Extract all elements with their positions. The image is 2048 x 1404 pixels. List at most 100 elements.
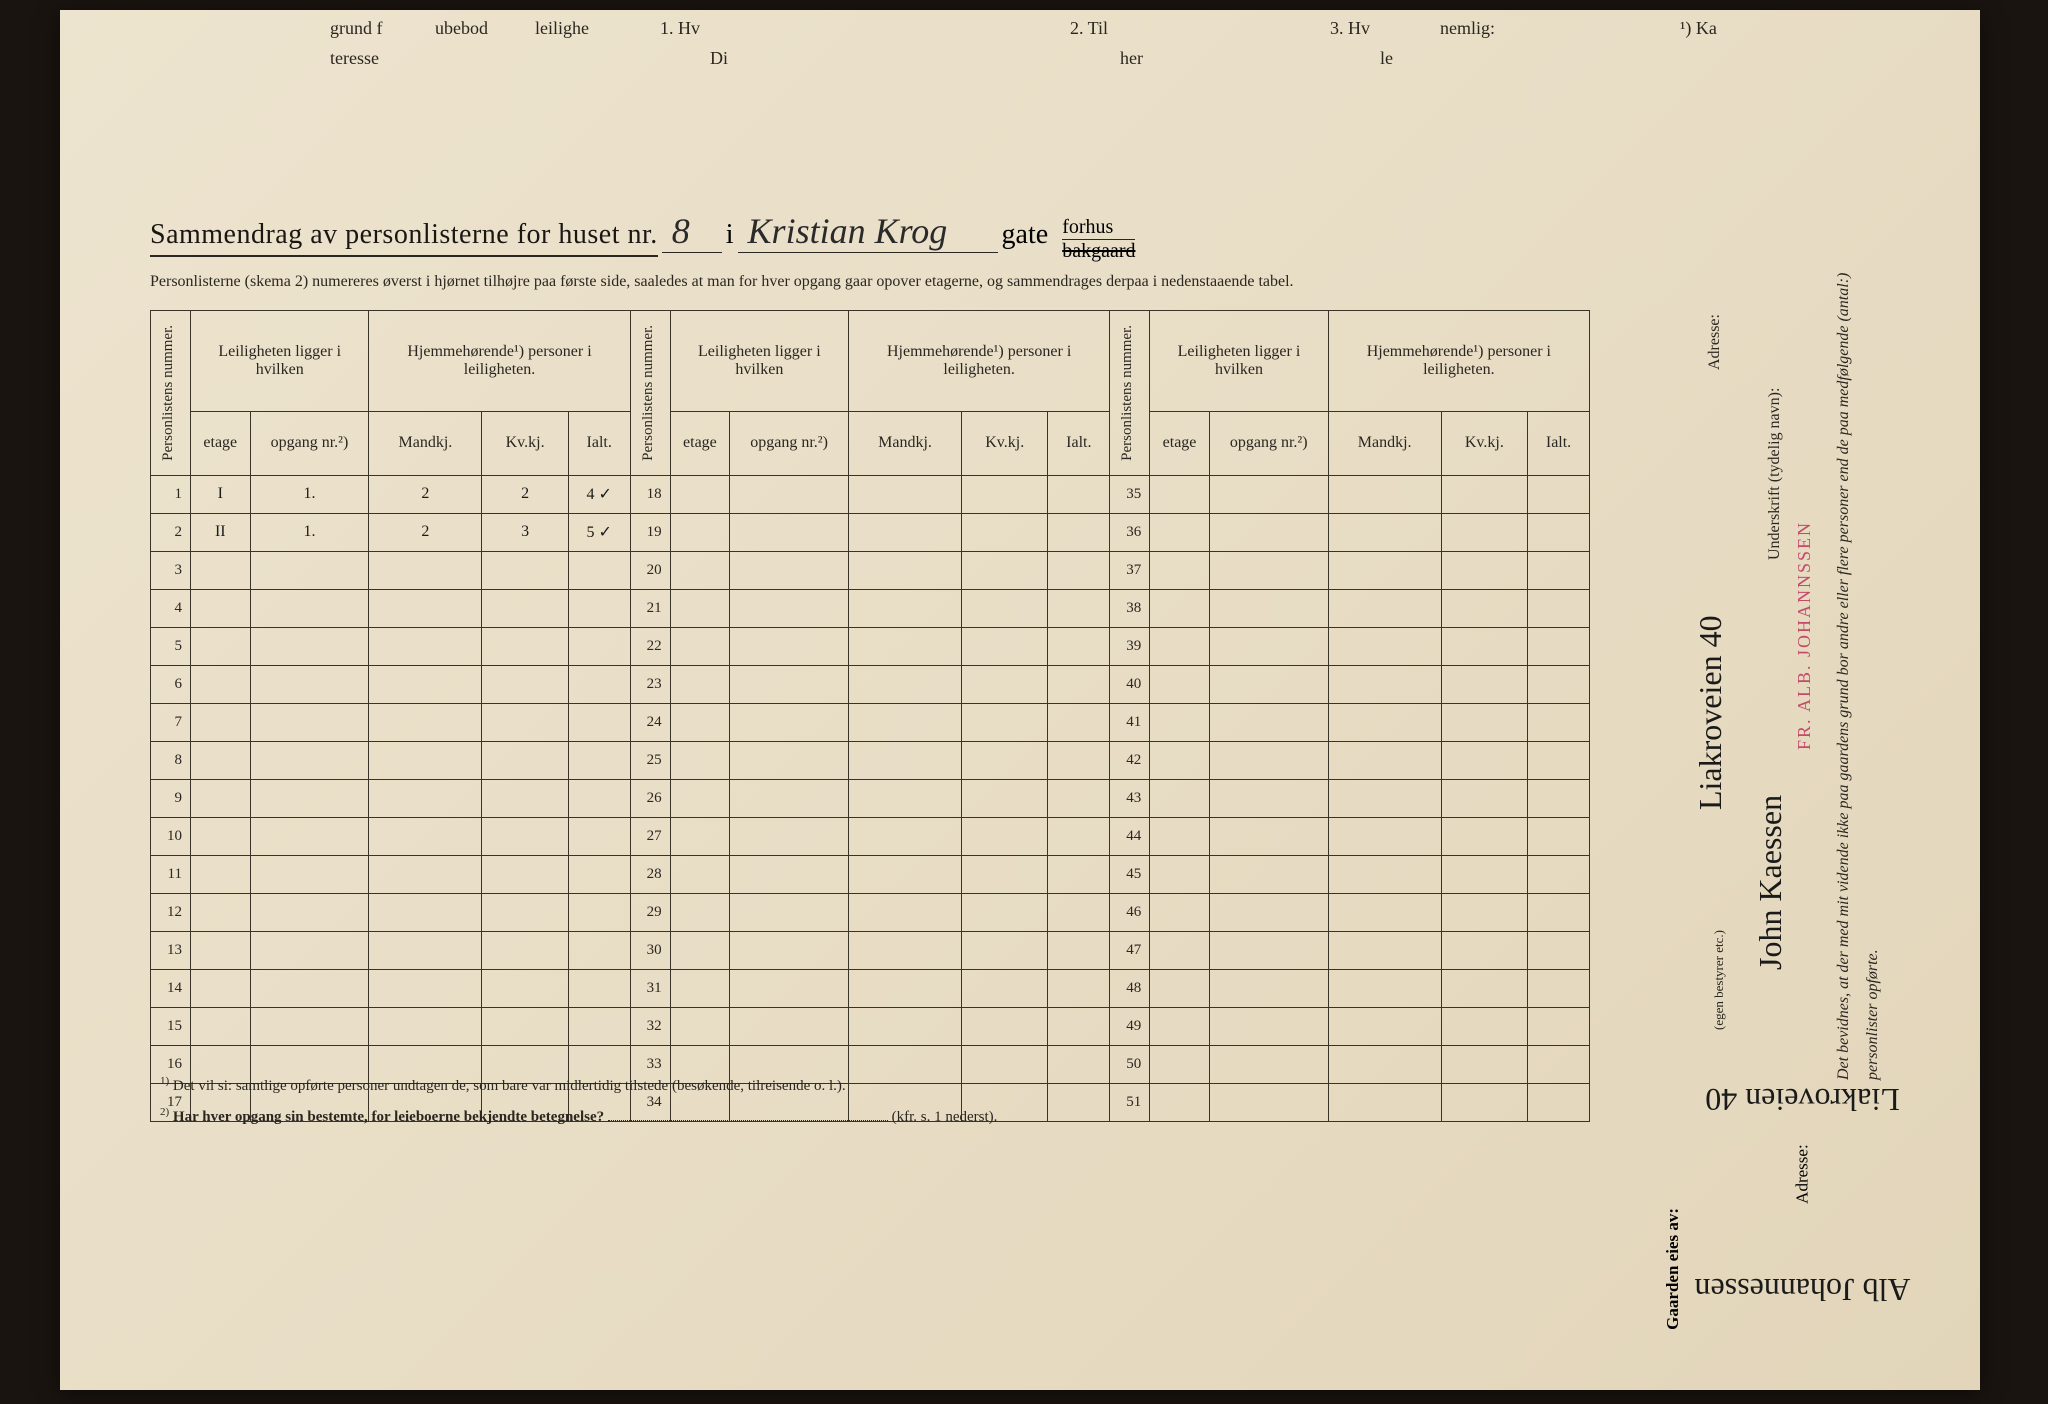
table-cell: [670, 969, 730, 1007]
table-cell: 30: [630, 931, 670, 969]
table-cell: [670, 931, 730, 969]
table-cell: 10: [151, 817, 191, 855]
table-cell: [1048, 513, 1110, 551]
table-cell: [191, 627, 251, 665]
table-cell: [250, 893, 369, 931]
table-cell: [1528, 969, 1590, 1007]
table-cell: [1528, 1045, 1590, 1083]
table-cell: [1328, 969, 1441, 1007]
adresse-note: (egen bestyrer etc.): [1707, 850, 1730, 1030]
table-cell: [191, 855, 251, 893]
table-cell: 12: [151, 893, 191, 931]
table-cell: 47: [1110, 931, 1150, 969]
table-cell: [1209, 1007, 1328, 1045]
table-cell: 2: [151, 513, 191, 551]
table-cell: [730, 741, 849, 779]
footnotes: 1) Det vil si: samtlige opførte personer…: [160, 1070, 997, 1132]
table-cell: [670, 627, 730, 665]
table-row: 143148: [151, 969, 1590, 1007]
col-kvkj: Kv.kj.: [962, 411, 1048, 475]
table-cell: [730, 931, 849, 969]
adresse-label: Adresse:: [1701, 250, 1730, 370]
table-row: 52239: [151, 627, 1590, 665]
footnote-1: Det vil si: samtlige opførte personer un…: [173, 1078, 846, 1094]
table-cell: [670, 893, 730, 931]
table-cell: [1150, 475, 1210, 513]
top-cut-fragments: grund f teresse ubebod leilighe 1. Hv Di…: [60, 10, 1980, 150]
table-cell: [1209, 627, 1328, 665]
table-cell: [1150, 1045, 1210, 1083]
table-cell: [1150, 513, 1210, 551]
forhus-bakgaard: forhus bakgaard: [1062, 216, 1135, 263]
table-cell: 39: [1110, 627, 1150, 665]
table-cell: [250, 703, 369, 741]
col-mandkj: Mandkj.: [849, 411, 962, 475]
table-cell: 27: [630, 817, 670, 855]
table-cell: [1150, 741, 1210, 779]
underskrift-label: Underskrift (tydelig navn):: [1761, 280, 1790, 560]
table-row: 112845: [151, 855, 1590, 893]
table-cell: [191, 817, 251, 855]
table-cell: 51: [1110, 1083, 1150, 1121]
col-opgang: opgang nr.²): [1209, 411, 1328, 475]
table-cell: [1441, 513, 1527, 551]
table-cell: [670, 817, 730, 855]
table-cell: [191, 893, 251, 931]
table-cell: [730, 627, 849, 665]
table-cell: 31: [630, 969, 670, 1007]
table-cell: [962, 741, 1048, 779]
table-cell: 18: [630, 475, 670, 513]
signature-panel: Det bevidnes, at der med mit vidende ikk…: [1620, 230, 1900, 1130]
table-cell: [1209, 855, 1328, 893]
table-cell: [962, 513, 1048, 551]
owner-name: Alb Johannessen: [1694, 1250, 1910, 1330]
table-cell: [1048, 589, 1110, 627]
table-cell: [1528, 589, 1590, 627]
table-cell: [369, 703, 482, 741]
col-hjemme-2: Hjemmehørende¹) personer i leiligheten.: [849, 311, 1110, 412]
table-cell: 38: [1110, 589, 1150, 627]
table-cell: [369, 1007, 482, 1045]
col-kvkj: Kv.kj.: [482, 411, 568, 475]
forhus-label: forhus: [1062, 216, 1135, 240]
col-hjemme-1: Hjemmehørende¹) personer i leiligheten.: [369, 311, 630, 412]
table-cell: 42: [1110, 741, 1150, 779]
table-cell: [849, 513, 962, 551]
table-cell: [1150, 551, 1210, 589]
table-cell: [191, 931, 251, 969]
table-cell: [482, 855, 568, 893]
census-form-page: grund f teresse ubebod leilighe 1. Hv Di…: [60, 10, 1980, 1390]
owner-panel: Gaarden eies av: Alb Johannessen Adresse…: [1622, 1060, 1910, 1330]
table-cell: [962, 703, 1048, 741]
table-cell: [849, 475, 962, 513]
table-cell: [482, 703, 568, 741]
table-cell: [1048, 779, 1110, 817]
table-cell: 15: [151, 1007, 191, 1045]
table-cell: [849, 551, 962, 589]
table-cell: [1528, 1007, 1590, 1045]
table-cell: [191, 665, 251, 703]
table-cell: [1328, 1007, 1441, 1045]
table-cell: [1441, 817, 1527, 855]
table-cell: [1209, 931, 1328, 969]
table-cell: [568, 931, 630, 969]
table-cell: [1328, 931, 1441, 969]
table-cell: 8: [151, 741, 191, 779]
col-opgang: opgang nr.²): [730, 411, 849, 475]
table-row: 62340: [151, 665, 1590, 703]
title-middle: i: [726, 219, 734, 250]
table-cell: [568, 703, 630, 741]
table-cell: [1150, 703, 1210, 741]
table-cell: [482, 665, 568, 703]
table-cell: 1.: [250, 513, 369, 551]
table-cell: 4: [151, 589, 191, 627]
table-row: 1I1.224 ✓1835: [151, 475, 1590, 513]
table-cell: [962, 589, 1048, 627]
title-suffix: gate: [1002, 219, 1049, 250]
table-cell: [1209, 741, 1328, 779]
table-cell: [962, 551, 1048, 589]
table-body: 1I1.224 ✓18352II1.235 ✓19363203742138522…: [151, 475, 1590, 1121]
col-etage: etage: [191, 411, 251, 475]
title-section: Sammendrag av personlisterne for huset n…: [150, 210, 1560, 291]
table-cell: [1441, 475, 1527, 513]
